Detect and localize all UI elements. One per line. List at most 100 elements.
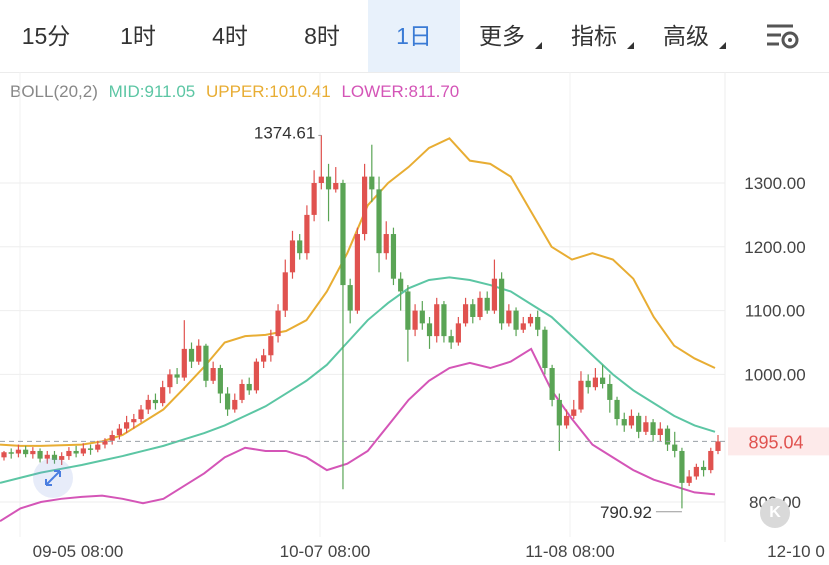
candle-body[interactable] — [325, 176, 332, 190]
candle-body[interactable] — [650, 422, 656, 436]
candle-body[interactable] — [282, 272, 288, 311]
candle-body[interactable] — [484, 297, 490, 311]
candle-body[interactable] — [636, 415, 642, 432]
candle-body[interactable] — [628, 415, 635, 426]
candle-body[interactable] — [347, 285, 353, 311]
candle-body[interactable] — [434, 304, 440, 337]
tab-15m[interactable]: 15分 — [21, 23, 71, 49]
candle-body[interactable] — [59, 456, 65, 460]
candle-body[interactable] — [289, 240, 296, 273]
zoom-reset-icon[interactable] — [33, 458, 73, 498]
candle-body[interactable] — [261, 355, 267, 362]
candle-body[interactable] — [383, 234, 389, 254]
candle-body[interactable] — [109, 435, 115, 441]
candle-body[interactable] — [80, 448, 86, 454]
candle-body[interactable] — [578, 380, 584, 410]
candle-body[interactable] — [448, 336, 454, 343]
candle-body[interactable] — [253, 361, 260, 391]
candle-body[interactable] — [462, 304, 469, 324]
candle-body[interactable] — [203, 345, 209, 381]
candle-body[interactable] — [491, 278, 498, 311]
candle-body[interactable] — [390, 234, 397, 279]
chart-settings-icon[interactable] — [755, 18, 803, 54]
candle-body[interactable] — [607, 383, 613, 400]
candle-body[interactable] — [542, 329, 548, 369]
candle-body[interactable] — [275, 310, 281, 337]
candle-body[interactable] — [232, 399, 238, 410]
candle-body[interactable] — [340, 183, 346, 286]
tab-8h[interactable]: 8时 — [304, 23, 340, 49]
candle-body[interactable] — [621, 419, 627, 426]
tab-advanced[interactable]: 高级 — [644, 0, 728, 72]
candle-body[interactable] — [686, 476, 692, 483]
candle-body[interactable] — [657, 428, 663, 436]
candle-body[interactable] — [426, 323, 433, 337]
candle-body[interactable] — [311, 183, 317, 215]
candlestick-chart[interactable]: 895.041300.001200.001100.001000.00800.00… — [0, 72, 829, 565]
candle-body[interactable] — [376, 189, 382, 254]
candle-body[interactable] — [87, 448, 94, 450]
candle-body[interactable] — [455, 323, 461, 343]
candle-body[interactable] — [549, 368, 555, 400]
candle-body[interactable] — [138, 409, 144, 420]
candle-body[interactable] — [73, 450, 79, 454]
candle-body[interactable] — [268, 336, 274, 356]
candle-body[interactable] — [419, 310, 425, 324]
tab-1d[interactable]: 1日 — [368, 0, 460, 72]
candle-body[interactable] — [224, 393, 231, 410]
candle-body[interactable] — [600, 377, 606, 384]
candle-body[interactable] — [174, 374, 180, 378]
candle-body[interactable] — [152, 399, 159, 404]
candle-body[interactable] — [477, 297, 483, 317]
candle-body[interactable] — [181, 348, 187, 378]
candle-body[interactable] — [239, 383, 245, 400]
candle-body[interactable] — [145, 399, 151, 410]
candle-body[interactable] — [535, 316, 541, 330]
candle-body[interactable] — [44, 454, 50, 459]
candle-body[interactable] — [520, 323, 526, 330]
brand-k-icon[interactable]: K — [760, 498, 790, 528]
candle-body[interactable] — [196, 345, 202, 362]
candle-body[interactable] — [679, 450, 685, 483]
candle-body[interactable] — [318, 176, 324, 183]
candle-body[interactable] — [102, 440, 108, 445]
candle-body[interactable] — [95, 444, 101, 450]
candle-body[interactable] — [333, 183, 339, 190]
candle-body[interactable] — [563, 415, 570, 426]
candle-body[interactable] — [66, 450, 72, 457]
candle-body[interactable] — [188, 348, 195, 362]
candle-body[interactable] — [246, 383, 252, 391]
tab-1h[interactable]: 1时 — [120, 23, 156, 49]
candle-body[interactable] — [354, 234, 360, 311]
candle-body[interactable] — [37, 450, 43, 459]
tab-more[interactable]: 更多 — [460, 0, 544, 72]
candle-body[interactable] — [499, 278, 505, 324]
candle-body[interactable] — [527, 316, 534, 324]
candle-body[interactable] — [51, 454, 58, 460]
candle-body[interactable] — [210, 368, 216, 381]
candle-body[interactable] — [1, 452, 7, 458]
candle-body[interactable] — [664, 428, 671, 445]
candle-body[interactable] — [556, 399, 562, 426]
candle-body[interactable] — [672, 444, 678, 451]
candle-body[interactable] — [470, 304, 476, 317]
candle-body[interactable] — [398, 278, 404, 292]
candle-body[interactable] — [708, 450, 714, 471]
candle-body[interactable] — [412, 310, 418, 330]
candle-body[interactable] — [571, 409, 577, 416]
candle-body[interactable] — [297, 240, 303, 254]
candle-body[interactable] — [693, 466, 699, 477]
candle-body[interactable] — [405, 291, 411, 330]
candle-body[interactable] — [23, 449, 29, 455]
candle-body[interactable] — [513, 310, 519, 330]
candle-body[interactable] — [592, 377, 598, 388]
candle-body[interactable] — [369, 176, 375, 190]
candle-body[interactable] — [131, 419, 137, 423]
candle-body[interactable] — [614, 399, 620, 420]
candle-body[interactable] — [362, 176, 368, 235]
candle-body[interactable] — [715, 441, 721, 451]
candle-body[interactable] — [643, 422, 649, 432]
candle-body[interactable] — [700, 466, 707, 471]
candle-body[interactable] — [217, 368, 223, 394]
candle-body[interactable] — [30, 450, 36, 455]
